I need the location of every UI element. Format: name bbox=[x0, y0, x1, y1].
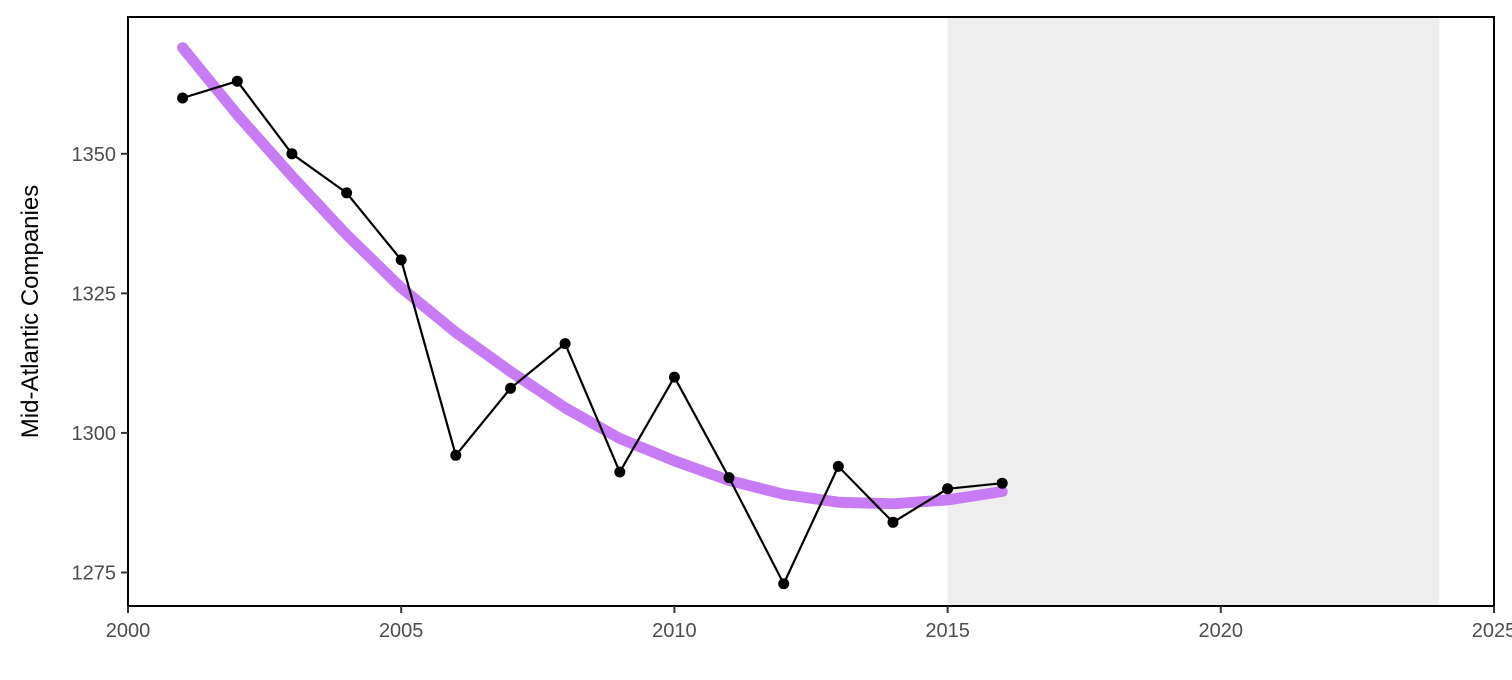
data-point bbox=[723, 472, 735, 484]
data-point bbox=[832, 460, 844, 472]
data-point bbox=[177, 92, 189, 104]
x-tick-label: 2025 bbox=[1472, 620, 1512, 642]
data-point bbox=[286, 148, 298, 160]
y-tick-label: 1350 bbox=[72, 144, 117, 166]
data-point bbox=[668, 371, 680, 383]
series-line bbox=[182, 79, 1003, 587]
x-tick-label: 2010 bbox=[652, 620, 697, 642]
x-tick-label: 2000 bbox=[106, 620, 151, 642]
chart-marks bbox=[177, 42, 1008, 590]
data-point bbox=[996, 477, 1008, 489]
y-tick-label: 1275 bbox=[72, 563, 117, 585]
plot-panel-border bbox=[127, 16, 1495, 607]
data-point bbox=[395, 254, 407, 266]
data-point bbox=[559, 338, 571, 350]
x-tick-label: 2005 bbox=[379, 620, 424, 642]
trend-line bbox=[177, 42, 1008, 510]
data-point bbox=[614, 466, 626, 478]
data-point bbox=[505, 382, 516, 394]
y-tick-label: 1325 bbox=[72, 283, 117, 305]
data-point bbox=[231, 75, 243, 87]
y-axis-title: Mid-Atlantic Companies bbox=[17, 185, 44, 438]
y-tick-label: 1300 bbox=[72, 423, 117, 445]
x-tick-label: 2015 bbox=[925, 620, 970, 642]
data-point bbox=[341, 187, 353, 199]
x-tick-label: 2020 bbox=[1199, 620, 1244, 642]
data-point bbox=[450, 449, 462, 461]
data-point bbox=[887, 516, 899, 528]
axes: 2000 2005 2010 2015 2020 2025 1275 1300 1325 1350 bbox=[72, 144, 1512, 642]
data-point bbox=[942, 483, 954, 495]
data-point bbox=[778, 578, 790, 590]
projection-shaded-region bbox=[947, 18, 1440, 605]
